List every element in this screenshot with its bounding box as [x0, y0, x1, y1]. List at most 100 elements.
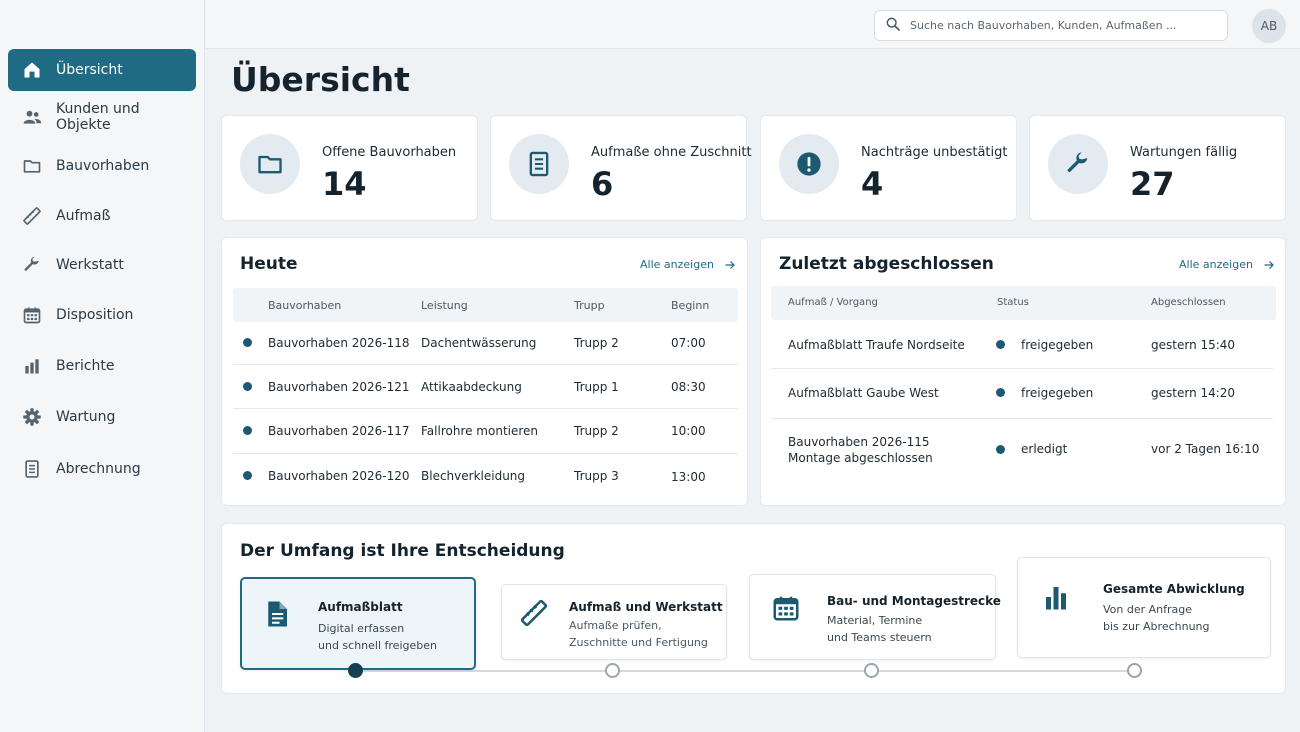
service-cell: Attikaabdeckung [421, 380, 522, 394]
ruler-icon [519, 598, 549, 628]
project-cell: Bauvorhaben 2026-121 [268, 380, 410, 394]
stat-card-aufmasse[interactable]: Aufmaße ohne Zuschnitt 6 [490, 115, 752, 221]
start-cell: 08:30 [671, 380, 706, 394]
column-header: Leistung [421, 299, 468, 312]
gear-icon [22, 407, 42, 427]
item-cell: Bauvorhaben 2026-115 [788, 435, 930, 449]
status-cell: freigegeben [1021, 338, 1094, 352]
scope-title: Der Umfang ist Ihre Entscheidung [240, 541, 565, 561]
option-title: Gesamte Abwicklung [1103, 582, 1245, 596]
avatar[interactable]: AB [1252, 9, 1286, 43]
sidebar-item-aufmass[interactable]: Aufmaß [8, 195, 196, 237]
calendar-icon [22, 305, 42, 325]
stat-value: 14 [322, 165, 367, 203]
column-header: Abgeschlossen [1151, 297, 1226, 308]
option-description: Von der Anfrage bis zur Abrechnung [1103, 601, 1210, 635]
team-cell: Trupp 2 [574, 336, 619, 350]
sidebar-item-wartung[interactable]: Wartung [8, 396, 196, 438]
service-cell: Blechverkleidung [421, 469, 526, 483]
project-cell: Bauvorhaben 2026-118 [268, 336, 410, 350]
status-dot [243, 382, 252, 391]
arrow-right-icon [1264, 260, 1274, 269]
team-cell: Trupp 1 [574, 380, 619, 394]
table-row[interactable]: Bauvorhaben 2026-118 Dachentwässerung Tr… [233, 323, 738, 365]
document-icon [509, 134, 569, 194]
sidebar-item-berichte[interactable]: Berichte [8, 345, 196, 387]
status-dot [996, 388, 1005, 397]
option-description: Digital erfassen und schnell freigeben [318, 620, 437, 654]
item-cell-line2: Montage abgeschlossen [788, 451, 933, 465]
table-row[interactable]: Aufmaßblatt Gaube West freigegeben geste… [771, 370, 1273, 419]
start-cell: 13:00 [671, 470, 706, 484]
table-row[interactable]: Bauvorhaben 2026-117 Fallrohre montieren… [233, 410, 738, 454]
option-description: Material, Termine und Teams steuern [827, 612, 932, 646]
link-label: Alle anzeigen [1179, 258, 1253, 271]
progress-track [356, 670, 1134, 672]
search-input[interactable] [910, 19, 1227, 32]
option-description-line2: und schnell freigeben [318, 639, 437, 652]
recent-show-all-link[interactable]: Alle anzeigen [1179, 258, 1275, 271]
bar-chart-icon [22, 356, 42, 376]
sidebar-item-label: Bauvorhaben [56, 158, 150, 174]
home-icon [22, 60, 42, 80]
today-show-all-link[interactable]: Alle anzeigen [640, 258, 736, 271]
status-dot [243, 471, 252, 480]
column-header: Aufmaß / Vorgang [788, 297, 878, 308]
folder-icon [22, 156, 42, 176]
wrench-icon [1048, 134, 1108, 194]
column-header: Bauvorhaben [268, 299, 342, 312]
scope-option-bau-montage[interactable]: Bau- und Montagestrecke Material, Termin… [749, 574, 1001, 660]
scope-option-aufmass-werkstatt[interactable]: Aufmaß und Werkstatt Aufmaße prüfen, Zus… [501, 584, 727, 660]
status-dot [243, 338, 252, 347]
step-indicator-1[interactable] [348, 663, 363, 678]
status-cell: freigegeben [1021, 386, 1094, 400]
option-description-line1: Material, Termine [827, 614, 923, 627]
table-row[interactable]: Bauvorhaben 2026-115 Montage abgeschloss… [771, 420, 1273, 498]
stat-label: Aufmaße ohne Zuschnitt [591, 145, 752, 160]
project-cell: Bauvorhaben 2026-120 [268, 469, 410, 483]
status-dot [996, 445, 1005, 454]
sidebar-item-bauvorhaben[interactable]: Bauvorhaben [8, 145, 196, 187]
stat-card-wartungen[interactable]: Wartungen fällig 27 [1029, 115, 1286, 221]
calendar-icon [771, 593, 801, 623]
option-title: Bau- und Montagestrecke [827, 594, 1001, 608]
project-cell: Bauvorhaben 2026-117 [268, 424, 410, 438]
option-title: Aufmaß und Werkstatt [569, 600, 723, 614]
date-cell: gestern 15:40 [1151, 338, 1236, 352]
status-dot [243, 426, 252, 435]
sidebar-item-kunden[interactable]: Kunden und Objekte [8, 96, 196, 138]
folder-icon [240, 134, 300, 194]
sidebar-item-label: Werkstatt [56, 257, 124, 273]
column-header: Status [997, 297, 1029, 308]
table-row[interactable]: Aufmaßblatt Traufe Nordseite freigegeben… [771, 321, 1273, 369]
stat-card-offene-bauvorhaben[interactable]: Offene Bauvorhaben 14 [221, 115, 478, 221]
table-row[interactable]: Bauvorhaben 2026-121 Attikaabdeckung Tru… [233, 366, 738, 409]
search-box[interactable] [874, 10, 1228, 41]
item-cell: Aufmaßblatt Gaube West [788, 386, 939, 400]
scope-option-gesamte-abwicklung[interactable]: Gesamte Abwicklung Von der Anfrage bis z… [1017, 557, 1271, 658]
column-header: Beginn [671, 299, 710, 312]
sidebar-item-disposition[interactable]: Disposition [8, 294, 196, 336]
users-icon [22, 107, 42, 127]
sidebar-item-werkstatt[interactable]: Werkstatt [8, 244, 196, 286]
sidebar-item-label: Wartung [56, 409, 116, 425]
sidebar-item-uebersicht[interactable]: Übersicht [8, 49, 196, 91]
recent-panel: Zuletzt abgeschlossen Alle anzeigen Aufm… [760, 237, 1286, 506]
today-title: Heute [240, 254, 298, 274]
option-description-line2: bis zur Abrechnung [1103, 620, 1210, 633]
table-row[interactable]: Bauvorhaben 2026-120 Blechverkleidung Tr… [233, 455, 738, 499]
document-icon [22, 459, 42, 479]
wrench-icon [22, 255, 42, 275]
stat-value: 27 [1130, 165, 1175, 203]
step-indicator-4[interactable] [1127, 663, 1142, 678]
stat-card-nachtraege[interactable]: Nachträge unbestätigt 4 [760, 115, 1017, 221]
scope-option-aufmassblatt[interactable]: Aufmaßblatt Digital erfassen und schnell… [240, 577, 476, 670]
stat-label: Nachträge unbestätigt [861, 145, 1008, 160]
step-indicator-3[interactable] [864, 663, 879, 678]
sidebar-item-abrechnung[interactable]: Abrechnung [8, 448, 196, 490]
column-header: Trupp [574, 299, 605, 312]
sidebar-item-label: Aufmaß [56, 208, 111, 224]
step-indicator-2[interactable] [605, 663, 620, 678]
sidebar-item-label: Kunden und Objekte [56, 101, 140, 133]
sidebar: Übersicht Kunden und Objekte Bauvorhaben… [0, 0, 205, 732]
